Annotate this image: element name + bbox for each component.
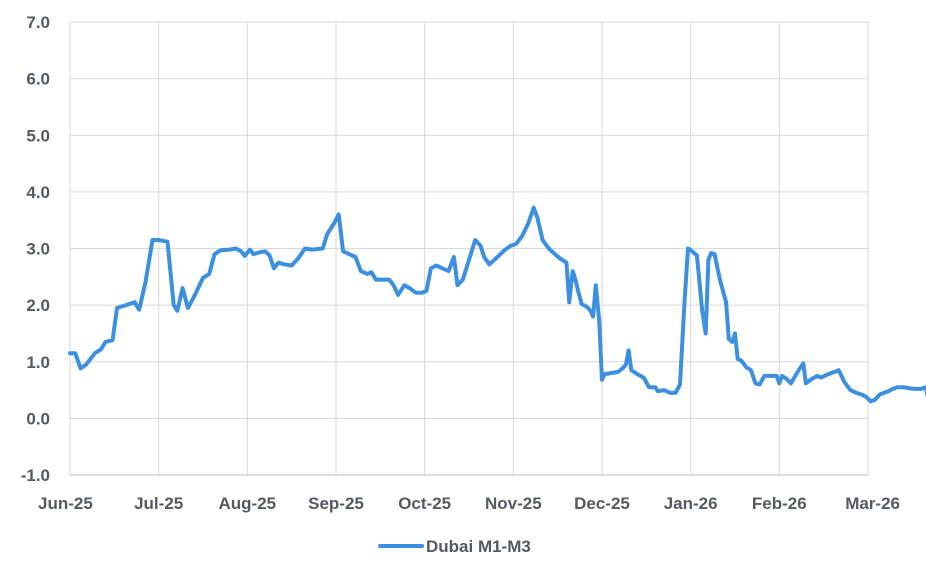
y-axis-ticks: -1.0 0.0 1.0 2.0 3.0 4.0 5.0 6.0 7.0: [21, 13, 50, 485]
y-tick-label: 0.0: [26, 409, 50, 428]
series-line-dubai-m1-m3: [68, 205, 926, 404]
x-tick-label: Jan-26: [664, 494, 718, 513]
x-tick-label: Jul-25: [134, 494, 183, 513]
y-tick-label: 3.0: [26, 240, 50, 259]
legend: Dubai M1-M3: [378, 537, 531, 556]
x-tick-label: Oct-25: [398, 494, 451, 513]
x-tick-label: Nov-25: [485, 494, 542, 513]
x-tick-label: Aug-25: [219, 494, 277, 513]
gridlines: [69, 21, 869, 475]
x-tick-label: Jun-25: [38, 494, 93, 513]
y-tick-label: 2.0: [26, 296, 50, 315]
legend-label: Dubai M1-M3: [426, 537, 531, 556]
y-tick-label: -1.0: [21, 466, 50, 485]
y-tick-label: 6.0: [26, 70, 50, 89]
x-tick-label: Mar-26: [845, 494, 900, 513]
y-tick-label: 7.0: [26, 13, 50, 32]
x-tick-label: Feb-26: [752, 494, 807, 513]
y-tick-label: 1.0: [26, 353, 50, 372]
x-tick-label: Sep-25: [308, 494, 364, 513]
y-tick-label: 4.0: [26, 183, 50, 202]
y-tick-label: 5.0: [26, 126, 50, 145]
x-tick-label: Dec-25: [574, 494, 630, 513]
x-axis-ticks: Jun-25 Jul-25 Aug-25 Sep-25 Oct-25 Nov-25 Dec-…: [38, 494, 900, 513]
